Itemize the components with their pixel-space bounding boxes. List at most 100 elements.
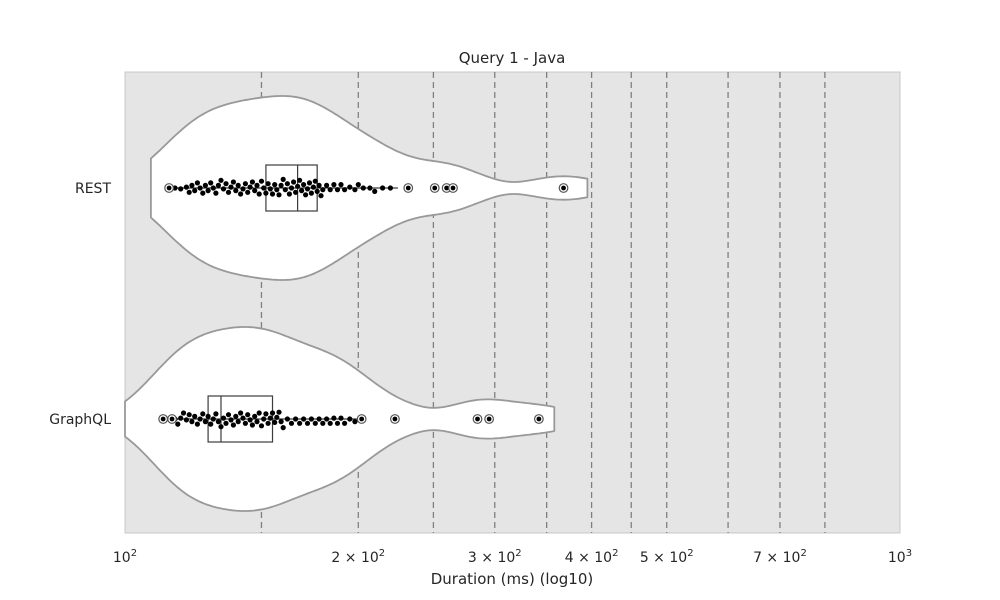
data-point	[225, 189, 232, 195]
data-point	[316, 182, 322, 188]
data-point	[360, 185, 366, 191]
data-point	[197, 416, 203, 422]
data-point	[238, 191, 244, 197]
data-point	[210, 416, 216, 422]
data-point	[247, 417, 253, 423]
data-point	[189, 182, 195, 188]
x-tick-label: 2 × 102	[331, 548, 385, 566]
data-point	[318, 193, 324, 199]
data-point	[276, 192, 282, 198]
data-point	[314, 188, 320, 194]
data-point	[254, 182, 260, 188]
data-point	[308, 416, 314, 422]
data-point	[256, 410, 262, 416]
data-point	[186, 189, 192, 195]
y-tick-labels: REST GraphQL	[49, 181, 111, 428]
data-point	[272, 182, 278, 188]
data-point	[301, 182, 307, 188]
data-point	[280, 425, 286, 431]
data-point	[338, 415, 344, 421]
data-point	[303, 192, 309, 198]
data-point	[312, 178, 318, 184]
data-point	[202, 419, 208, 425]
data-point	[189, 419, 195, 425]
data-point	[200, 411, 206, 417]
data-point	[261, 185, 267, 191]
points-rest	[164, 176, 569, 199]
data-point	[342, 187, 348, 193]
data-point	[242, 420, 248, 426]
data-point	[194, 421, 200, 427]
data-point	[278, 182, 284, 188]
data-point	[316, 416, 322, 422]
data-point	[288, 185, 295, 191]
data-point	[192, 413, 198, 419]
data-point	[261, 416, 267, 422]
data-point	[208, 180, 214, 186]
data-point	[242, 181, 248, 187]
x-tick-label: 102	[113, 548, 137, 566]
data-point	[272, 419, 278, 425]
data-point	[254, 419, 260, 425]
data-point	[367, 185, 373, 191]
data-point	[249, 422, 255, 428]
data-point	[192, 188, 198, 194]
x-tick-label: 103	[888, 548, 912, 566]
outlier-point	[561, 185, 566, 191]
data-point	[352, 187, 358, 193]
data-point	[194, 180, 200, 186]
data-point	[205, 413, 211, 419]
data-point	[218, 177, 224, 183]
outlier-point	[475, 416, 480, 422]
data-point	[245, 189, 251, 195]
data-point	[372, 188, 378, 194]
data-point	[312, 420, 318, 426]
data-point	[347, 416, 353, 422]
data-point	[291, 179, 297, 185]
data-point	[263, 190, 269, 196]
data-point	[331, 182, 337, 188]
data-point	[320, 420, 326, 426]
swarm-points	[158, 176, 569, 431]
outlier-point	[405, 185, 411, 191]
data-point	[380, 185, 386, 191]
data-point	[334, 187, 341, 193]
data-point	[235, 182, 241, 188]
data-point	[256, 191, 262, 197]
data-point	[205, 188, 211, 194]
data-point	[183, 417, 189, 423]
data-point	[284, 181, 290, 187]
data-point	[334, 420, 341, 426]
outlier-point	[359, 416, 365, 422]
data-point	[310, 184, 316, 190]
x-tick-label: 7 × 102	[753, 548, 807, 566]
data-point	[288, 420, 295, 426]
x-axis-label: Duration (ms) (log10)	[431, 570, 593, 588]
data-point	[274, 187, 280, 193]
data-point	[282, 187, 288, 193]
data-point	[218, 424, 224, 430]
x-tick-label: 4 × 102	[565, 548, 619, 566]
data-point	[269, 191, 276, 197]
data-point	[228, 417, 234, 423]
data-point	[324, 182, 330, 188]
data-point	[297, 177, 303, 183]
data-point	[355, 182, 361, 188]
data-point	[197, 185, 203, 191]
x-tick-label: 3 × 102	[468, 548, 522, 566]
data-point	[228, 184, 234, 190]
data-point	[213, 411, 219, 417]
data-point	[220, 186, 227, 192]
data-point	[183, 184, 189, 190]
data-point	[178, 415, 184, 421]
data-point	[249, 179, 255, 185]
outlier-point	[160, 416, 166, 422]
data-point	[186, 412, 192, 418]
data-point	[230, 179, 236, 185]
outlier-point	[450, 185, 456, 191]
data-point	[274, 414, 280, 420]
data-point	[286, 191, 292, 197]
outlier-point	[444, 185, 450, 191]
data-point	[338, 182, 344, 188]
y-tick-label: REST	[75, 181, 111, 197]
